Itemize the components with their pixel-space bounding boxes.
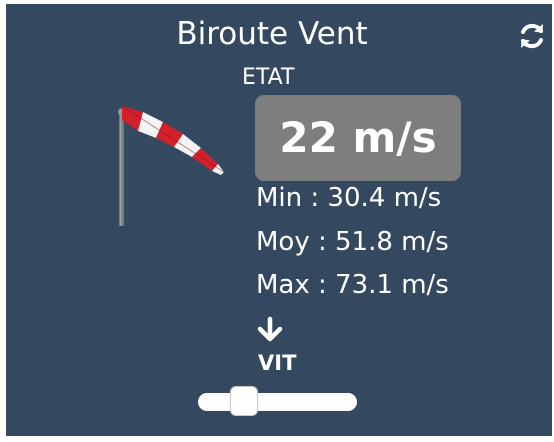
refresh-icon[interactable]: [518, 22, 546, 50]
slider-thumb[interactable]: [230, 386, 258, 416]
slider-track[interactable]: [198, 393, 357, 411]
current-value: 22 m/s: [255, 95, 461, 181]
speed-slider[interactable]: [198, 386, 357, 416]
min-value: Min : 30.4 m/s: [256, 183, 442, 213]
windsock-icon: [118, 105, 225, 226]
average-value: Moy : 51.8 m/s: [256, 227, 449, 257]
state-label: ETAT: [242, 65, 295, 90]
max-value: Max : 73.1 m/s: [256, 270, 449, 300]
speed-control-label: VIT: [258, 351, 297, 375]
widget-title: Biroute Vent: [176, 16, 368, 52]
arrow-down-icon[interactable]: [256, 316, 284, 344]
wind-widget: Biroute Vent ETAT 22 m/s Min : 30.4 m/s …: [6, 4, 552, 436]
